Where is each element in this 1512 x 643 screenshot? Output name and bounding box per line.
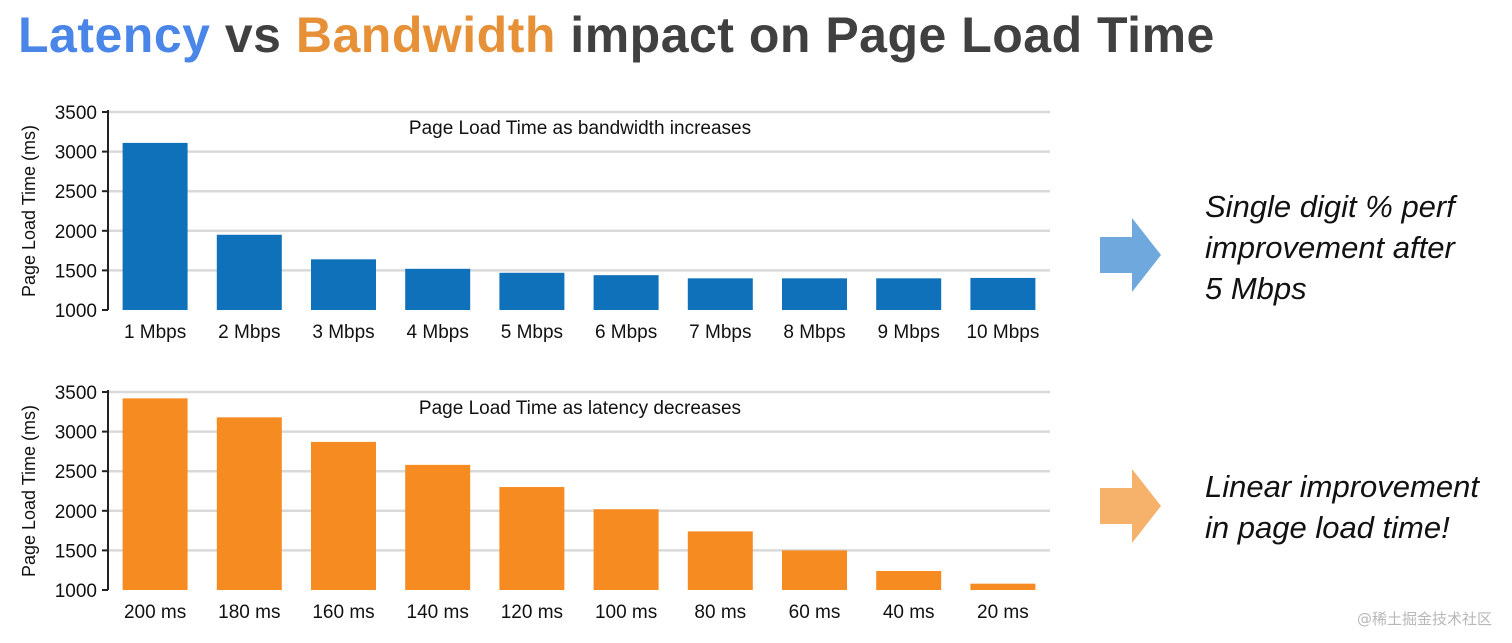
latency-x-tick-label: 100 ms: [595, 602, 657, 623]
watermark: @稀土掘金技术社区: [1356, 610, 1492, 628]
slide-title: Latency vs Bandwidth impact on Page Load…: [18, 6, 1215, 64]
bandwidth-note-line: Single digit % perf: [1205, 189, 1455, 224]
bandwidth-chart-title: Page Load Time as bandwidth increases: [409, 118, 751, 139]
title-word-latency: Latency: [18, 7, 211, 63]
latency-y-tick-label: 3500: [55, 383, 97, 404]
latency-y-tick-label: 2500: [55, 462, 97, 483]
latency-note: Linear improvement in page load time!: [1205, 466, 1479, 548]
bandwidth-x-tick-label: 9 Mbps: [878, 322, 940, 343]
bandwidth-x-tick-label: 7 Mbps: [689, 322, 751, 343]
bandwidth-x-tick-label: 5 Mbps: [501, 322, 563, 343]
latency-bar: [311, 441, 376, 590]
latency-x-tick-label: 80 ms: [694, 602, 746, 623]
bandwidth-bar: [311, 259, 376, 310]
title-word-vs: vs: [210, 7, 296, 63]
bandwidth-bar: [593, 275, 659, 310]
bandwidth-bar: [687, 278, 753, 310]
latency-y-tick-label: 1000: [55, 581, 97, 602]
title-word-bandwidth: Bandwidth: [295, 7, 556, 63]
latency-x-tick-label: 160 ms: [312, 602, 374, 623]
bandwidth-arrow-icon: [1100, 218, 1161, 292]
latency-y-tick-label: 3000: [55, 423, 97, 444]
latency-note-line: in page load time!: [1205, 510, 1450, 545]
bandwidth-bar: [216, 234, 282, 310]
bandwidth-x-tick-label: 8 Mbps: [783, 322, 845, 343]
bandwidth-x-tick-label: 6 Mbps: [595, 322, 657, 343]
latency-bar: [122, 398, 188, 590]
bandwidth-y-tick-label: 3500: [55, 103, 97, 124]
bandwidth-x-tick-label: 2 Mbps: [218, 322, 280, 343]
latency-x-tick-label: 60 ms: [789, 602, 841, 623]
latency-bar: [405, 464, 471, 590]
latency-arrow-icon: [1100, 469, 1161, 543]
bandwidth-x-tick-label: 3 Mbps: [312, 322, 374, 343]
bandwidth-bar: [876, 278, 942, 310]
bandwidth-y-tick-label: 1500: [55, 261, 97, 282]
latency-y-axis-label: Page Load Time (ms): [19, 405, 39, 577]
latency-chart-title: Page Load Time as latency decreases: [419, 398, 741, 419]
latency-x-tick-label: 40 ms: [883, 602, 935, 623]
latency-bar: [876, 570, 942, 590]
bandwidth-note: Single digit % perf improvement after 5 …: [1205, 186, 1455, 309]
bandwidth-y-tick-label: 1000: [55, 301, 97, 322]
title-rest: impact on Page Load Time: [555, 7, 1215, 63]
bandwidth-y-tick-label: 3000: [55, 143, 97, 164]
latency-x-tick-label: 140 ms: [407, 602, 469, 623]
latency-bar: [782, 550, 847, 590]
latency-bar: [970, 583, 1036, 590]
bandwidth-bar: [122, 142, 188, 310]
bandwidth-y-tick-label: 2000: [55, 222, 97, 243]
latency-note-line: Linear improvement: [1205, 469, 1479, 504]
bandwidth-note-line: improvement after: [1205, 230, 1455, 265]
latency-arrow-shape: [1100, 469, 1161, 543]
bandwidth-note-line: 5 Mbps: [1205, 271, 1307, 306]
latency-x-tick-label: 120 ms: [501, 602, 563, 623]
bandwidth-x-tick-label: 4 Mbps: [407, 322, 469, 343]
bandwidth-bar: [405, 268, 471, 310]
bandwidth-y-axis-label: Page Load Time (ms): [19, 125, 39, 297]
latency-x-tick-label: 20 ms: [977, 602, 1029, 623]
bandwidth-x-tick-label: 1 Mbps: [124, 322, 186, 343]
latency-x-tick-label: 180 ms: [218, 602, 280, 623]
bandwidth-arrow-shape: [1100, 218, 1161, 292]
latency-bar: [593, 509, 659, 590]
bandwidth-chart: 1000 1500 2000 2500 3000 3500 Page Load Time (…: [19, 103, 1050, 343]
bandwidth-bar: [782, 278, 847, 310]
bandwidth-y-tick-label: 2500: [55, 182, 97, 203]
latency-bar: [216, 417, 282, 590]
latency-y-tick-label: 1500: [55, 541, 97, 562]
bandwidth-x-tick-label: 10 Mbps: [966, 322, 1039, 343]
latency-bar: [499, 487, 565, 590]
latency-chart: 1000 1500 2000 2500 3000 3500 Page Load Time (…: [19, 383, 1050, 623]
latency-bar: [687, 531, 753, 590]
latency-y-tick-label: 2000: [55, 502, 97, 523]
bandwidth-bar: [970, 277, 1036, 310]
bandwidth-bar: [499, 272, 565, 310]
latency-x-tick-label: 200 ms: [124, 602, 186, 623]
